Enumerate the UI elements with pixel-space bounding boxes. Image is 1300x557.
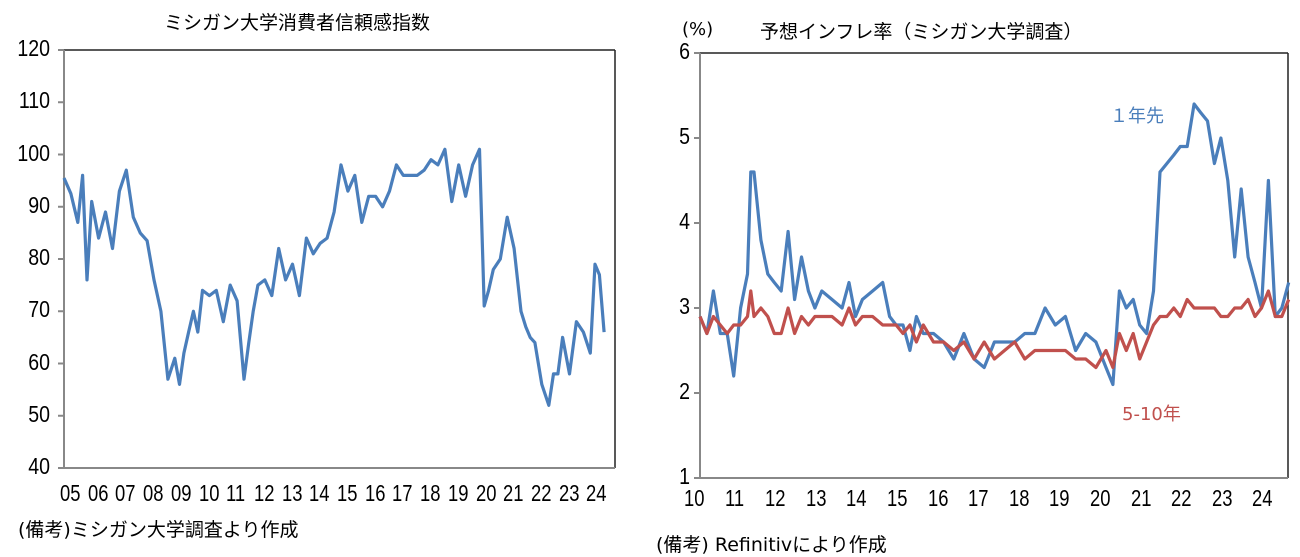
x-tick-label: 14 bbox=[846, 485, 867, 511]
x-tick-label: 23 bbox=[1211, 485, 1233, 511]
x-tick-label: 07 bbox=[115, 480, 136, 506]
series-label-5-10-year: 5-10年 bbox=[1122, 404, 1181, 425]
x-tick-label: 19 bbox=[1049, 485, 1070, 511]
x-tick-label: 17 bbox=[392, 480, 413, 506]
y-tick-label: 50 bbox=[28, 400, 50, 427]
x-tick-label: 12 bbox=[765, 485, 786, 511]
x-tick-label: 21 bbox=[1130, 485, 1152, 511]
x-tick-label: 24 bbox=[1252, 485, 1273, 511]
y-tick-label: 3 bbox=[679, 293, 690, 319]
x-tick-label: 17 bbox=[968, 485, 989, 511]
x-tick-label: 09 bbox=[170, 480, 192, 506]
x-tick-label: 05 bbox=[60, 480, 81, 506]
y-tick-label: 1 bbox=[679, 463, 690, 489]
series-label-1-year: １年先 bbox=[1110, 106, 1164, 127]
x-tick-label: 20 bbox=[1090, 485, 1111, 511]
x-tick-label: 16 bbox=[927, 485, 949, 511]
y-axis-unit: (%) bbox=[682, 19, 714, 40]
series-line bbox=[698, 289, 1291, 370]
inflation-expectation-plot bbox=[694, 52, 1291, 479]
x-tick-label: 18 bbox=[1008, 485, 1030, 511]
x-tick-label: 18 bbox=[420, 480, 441, 506]
source-note: (備考) Refinitivにより作成 bbox=[656, 534, 887, 556]
x-tick-label: 15 bbox=[337, 480, 358, 506]
x-tick-label: 22 bbox=[1171, 485, 1192, 511]
x-tick-label: 20 bbox=[475, 480, 496, 506]
x-tick-label: 21 bbox=[503, 480, 524, 506]
x-tick-label: 10 bbox=[684, 485, 705, 511]
y-tick-label: 60 bbox=[28, 348, 50, 375]
x-tick-label: 19 bbox=[447, 480, 469, 506]
chart-title: 予想インフレ率（ミシガン大学調査） bbox=[760, 21, 1083, 43]
y-tick-label: 110 bbox=[18, 87, 50, 114]
y-tick-label: 120 bbox=[17, 35, 51, 61]
y-tick-label: 40 bbox=[28, 453, 50, 479]
x-tick-label: 11 bbox=[226, 480, 246, 506]
x-tick-label: 15 bbox=[887, 485, 908, 511]
series-line bbox=[62, 147, 606, 407]
x-tick-label: 13 bbox=[281, 480, 303, 506]
y-tick-label: 4 bbox=[679, 208, 690, 234]
y-tick-label: 2 bbox=[679, 378, 690, 404]
x-tick-label: 10 bbox=[198, 480, 219, 506]
chart-title: ミシガン大学消費者信頼感指数 bbox=[164, 12, 431, 34]
x-tick-label: 11 bbox=[724, 485, 744, 511]
y-tick-label: 100 bbox=[17, 139, 51, 166]
y-tick-label: 6 bbox=[679, 38, 690, 64]
source-note: (備考)ミシガン大学調査より作成 bbox=[18, 519, 299, 541]
x-tick-label: 13 bbox=[805, 485, 827, 511]
x-tick-label: 24 bbox=[586, 480, 607, 506]
x-tick-label: 06 bbox=[87, 480, 109, 506]
x-tick-label: 14 bbox=[309, 480, 330, 506]
series-line bbox=[698, 102, 1291, 387]
x-tick-label: 08 bbox=[143, 480, 164, 506]
consumer-sentiment-chart: ミシガン大学消費者信頼感指数 40 50 60 70 80 90 100 110 120 05 0… bbox=[0, 0, 650, 553]
y-tick-label: 70 bbox=[28, 296, 50, 323]
y-tick-label: 80 bbox=[28, 244, 50, 270]
y-tick-label: 5 bbox=[679, 123, 690, 149]
x-tick-label: 22 bbox=[530, 480, 552, 506]
consumer-sentiment-plot bbox=[58, 49, 616, 469]
x-tick-label: 16 bbox=[364, 480, 386, 506]
x-tick-label: 12 bbox=[253, 480, 275, 506]
x-tick-label: 23 bbox=[558, 480, 580, 506]
y-tick-label: 90 bbox=[28, 191, 50, 218]
